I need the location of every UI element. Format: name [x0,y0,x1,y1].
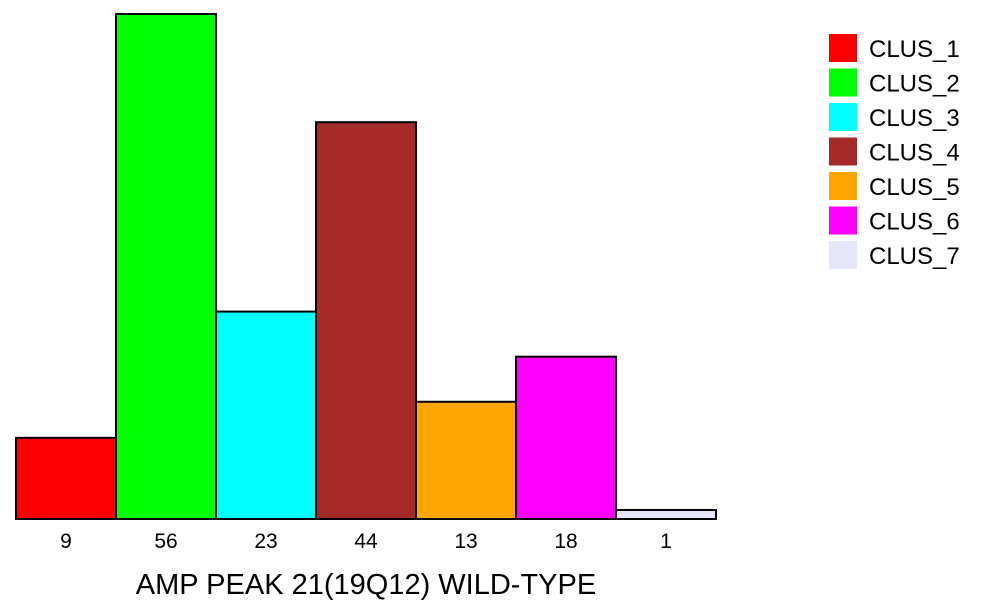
bar-clus-4 [315,121,417,520]
bars-group [15,13,717,521]
legend: CLUS_1 CLUS_2 CLUS_3 CLUS_4 CLUS_5 CLUS_6 CLUS… [829,34,960,270]
x-axis-label: AMP PEAK 21(19Q12) WILD-TYPE [136,569,596,601]
legend-swatch [829,241,857,269]
bar-clus-7 [615,508,717,521]
bar-value-label: 18 [554,530,577,553]
bar-value-label: 56 [154,530,177,553]
legend-label: CLUS_6 [869,209,960,236]
bar-value-label: 44 [354,530,378,553]
legend-label: CLUS_7 [869,243,960,270]
legend-label: CLUS_1 [869,36,960,63]
legend-swatch [829,137,857,166]
value-labels-group: 9 56 23 44 13 18 1 [60,530,672,553]
legend-label: CLUS_3 [869,105,960,132]
bar-clus-6 [515,355,617,520]
bar-value-label: 13 [454,530,477,553]
legend-swatch [829,34,857,62]
bar-clus-3 [215,310,317,521]
legend-label: CLUS_4 [869,140,960,167]
legend-swatch [829,103,857,131]
bar-clus-1 [15,436,117,521]
bar-clus-5 [415,400,517,520]
legend-label: CLUS_2 [869,71,960,98]
legend-swatch [829,172,857,200]
bar-value-label: 23 [254,530,277,553]
legend-swatch [829,206,857,235]
bar-value-label: 1 [660,530,672,553]
bar-value-label: 9 [60,530,72,553]
bar-clus-2 [115,13,217,520]
legend-swatch [829,68,857,97]
legend-label: CLUS_5 [869,174,960,201]
